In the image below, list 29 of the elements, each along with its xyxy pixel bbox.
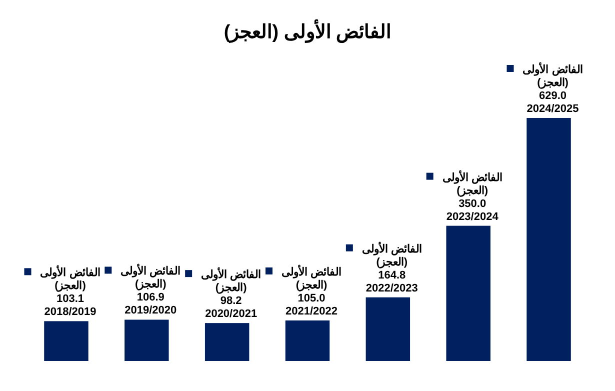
bar: [204, 323, 250, 361]
bar: [44, 321, 88, 361]
data-label: 350.0: [458, 198, 486, 210]
bar: [446, 226, 490, 361]
data-label: 106.9: [136, 292, 164, 304]
bar: [285, 320, 330, 361]
text: الفائض الأولى (العجز): [281, 266, 342, 292]
text: الفائض الأولى (العجز): [362, 243, 422, 268]
x-tick-label: 2023/2024: [446, 210, 500, 223]
text: الفائض الأولى (العجز): [442, 172, 502, 197]
bar: [526, 118, 571, 361]
bar: [366, 297, 410, 361]
x-tick-label: 2020/2021: [205, 308, 258, 320]
chart-title: الفائض الأولى (العجز): [224, 19, 392, 43]
text: الفائض الأولى (العجز): [120, 266, 181, 291]
text: الفائض الأولى (العجز): [201, 269, 262, 294]
data-label: 103.1: [56, 293, 84, 306]
x-tick-label: 2019/2020: [124, 304, 177, 317]
x-tick-label: 2021/2022: [286, 305, 338, 318]
bar: [124, 320, 169, 361]
x-tick-label: 2022/2023: [366, 282, 418, 294]
data-label: 105.0: [298, 292, 326, 304]
data-label: 164.8: [378, 269, 406, 282]
text: الفائض الأولى (العجز): [522, 64, 583, 89]
data-label: 629.0: [538, 90, 567, 102]
data-label: 98.2: [220, 295, 242, 308]
x-tick-label: 2018/2019: [44, 306, 96, 318]
x-tick-label: 2024/2025: [526, 103, 579, 115]
legend-label: الفائض الأولى (العجز): [40, 265, 100, 292]
